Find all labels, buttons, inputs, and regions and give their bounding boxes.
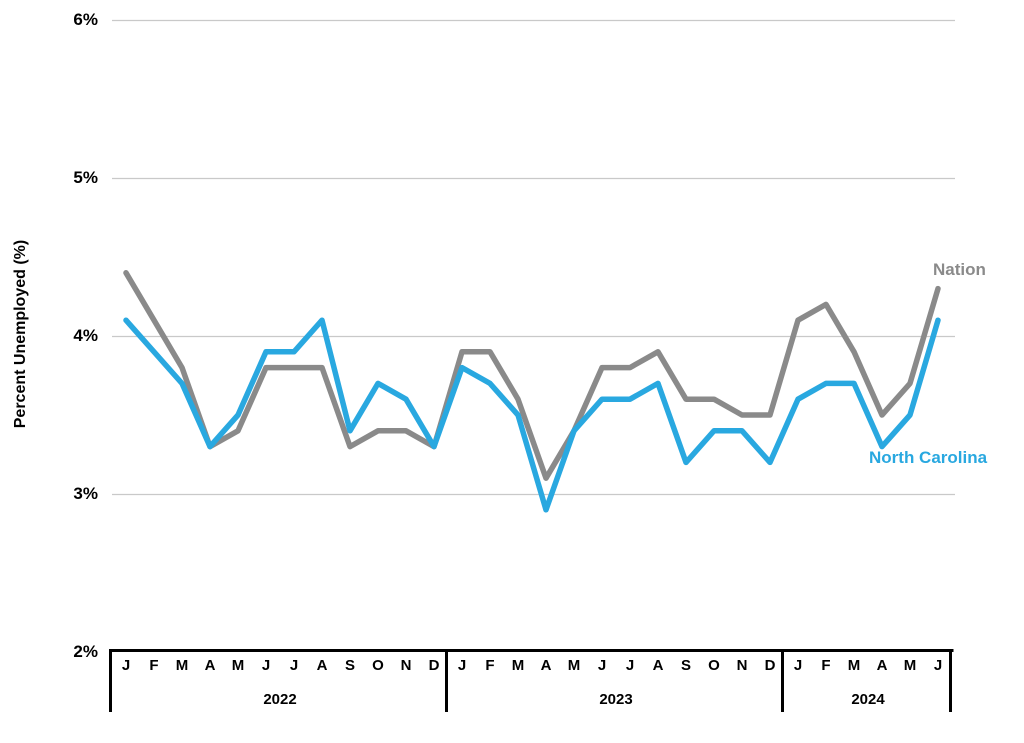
year-label-2022: 2022 <box>263 691 297 708</box>
month-label: J <box>457 657 467 674</box>
month-label: F <box>485 657 495 674</box>
month-label: F <box>821 657 831 674</box>
month-label: J <box>933 657 943 674</box>
month-label: M <box>231 657 245 674</box>
month-label: M <box>903 657 917 674</box>
month-label: M <box>847 657 861 674</box>
month-label: J <box>289 657 299 674</box>
month-label: F <box>149 657 159 674</box>
y-tick-label-4: 4% <box>73 326 98 345</box>
month-label: J <box>121 657 131 674</box>
year-label-2023: 2023 <box>599 691 633 708</box>
month-label: O <box>708 657 720 674</box>
month-label: S <box>344 657 355 674</box>
month-label: A <box>652 657 664 674</box>
nation-line <box>123 270 941 481</box>
y-tick-label-3: 3% <box>73 484 98 503</box>
month-label: M <box>511 657 525 674</box>
y-tick-label-2: 2% <box>73 642 98 661</box>
y-tick-label-5: 5% <box>73 168 98 187</box>
month-label: J <box>597 657 607 674</box>
north-carolina-series-label: North Carolina <box>869 448 988 467</box>
month-label: A <box>540 657 552 674</box>
month-label: J <box>261 657 271 674</box>
year-label-2024: 2024 <box>851 691 885 708</box>
month-label: D <box>764 657 776 674</box>
month-label: N <box>736 657 748 674</box>
nation-series-label: Nation <box>933 260 986 279</box>
month-label: A <box>316 657 328 674</box>
month-label: S <box>680 657 691 674</box>
month-label: J <box>793 657 803 674</box>
month-label: D <box>428 657 440 674</box>
month-label: A <box>204 657 216 674</box>
y-axis-title: Percent Unemployed (%) <box>12 239 29 429</box>
month-label: O <box>372 657 384 674</box>
month-label: A <box>876 657 888 674</box>
month-label: M <box>567 657 581 674</box>
north-carolina-line <box>123 317 941 513</box>
month-label: M <box>175 657 189 674</box>
y-tick-label-6: 6% <box>73 10 98 29</box>
month-label: J <box>625 657 635 674</box>
month-label: N <box>400 657 412 674</box>
